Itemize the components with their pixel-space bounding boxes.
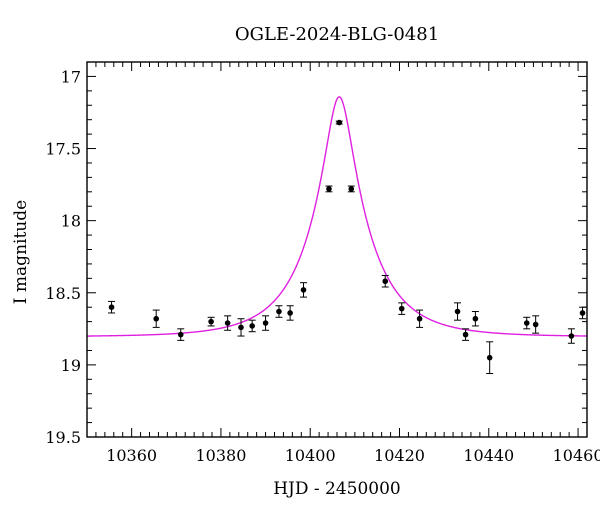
point-marker <box>153 315 159 322</box>
point-marker <box>238 324 244 331</box>
point-marker <box>276 308 282 315</box>
point-marker <box>287 310 293 316</box>
data-point <box>462 328 470 341</box>
point-marker <box>472 315 479 322</box>
point-marker <box>336 119 343 126</box>
axis-ticks <box>86 62 588 438</box>
point-marker <box>532 321 539 328</box>
point-marker <box>382 278 389 285</box>
point-marker <box>262 320 269 326</box>
y-axis-label: I magnitude <box>11 200 31 304</box>
point-marker <box>208 318 214 325</box>
point-marker <box>326 186 332 192</box>
data-point <box>532 315 540 334</box>
point-marker <box>486 354 493 361</box>
data-point <box>471 311 479 327</box>
point-marker <box>177 331 184 338</box>
y-tick-label: 17 <box>61 67 81 86</box>
axis-tick-labels: 10360 10380 10400 10420 10440 10460 17 17.5 18 18… <box>45 67 600 465</box>
x-tick-label: 10460 <box>553 446 600 465</box>
point-marker <box>249 323 255 329</box>
data-point <box>300 282 308 298</box>
data-point <box>335 119 343 126</box>
x-axis-label: HJD - 2450000 <box>273 479 401 499</box>
x-tick-label: 10360 <box>106 446 157 465</box>
x-tick-label: 10440 <box>463 446 514 465</box>
data-point <box>248 319 256 333</box>
y-tick-label: 17.5 <box>45 140 81 159</box>
y-tick-label: 18 <box>61 212 81 231</box>
data-point <box>224 315 232 331</box>
point-marker <box>523 320 530 326</box>
y-tick-label: 19.5 <box>45 428 81 447</box>
data-point <box>177 328 185 341</box>
data-point <box>567 328 575 344</box>
data-point <box>381 274 389 288</box>
data-point <box>454 302 462 321</box>
y-tick-label: 19 <box>61 356 81 375</box>
point-marker <box>454 308 461 315</box>
point-marker <box>568 333 575 339</box>
data-point <box>275 305 283 318</box>
data-point <box>152 309 160 328</box>
data-point <box>207 316 215 327</box>
x-tick-label: 10380 <box>195 446 246 465</box>
data-point <box>416 309 424 328</box>
y-tick-label: 18.5 <box>45 284 81 303</box>
data-point <box>286 305 294 321</box>
data-point <box>486 341 494 375</box>
data-point <box>108 300 116 314</box>
point-marker <box>462 331 469 338</box>
model-curve <box>87 96 587 337</box>
point-marker <box>224 320 231 326</box>
data-point <box>347 185 355 193</box>
data-point <box>579 306 587 320</box>
point-marker <box>416 315 423 322</box>
point-marker <box>108 304 115 310</box>
data-point <box>237 318 245 337</box>
x-tick-label: 10420 <box>374 446 425 465</box>
point-marker <box>398 305 405 312</box>
data-point <box>523 316 531 330</box>
point-marker <box>300 287 307 293</box>
data-point <box>398 302 406 315</box>
plot-frame <box>86 61 588 438</box>
x-tick-label: 10400 <box>285 446 336 465</box>
point-marker <box>348 186 355 192</box>
data-point <box>262 315 270 331</box>
chart-title: OGLE-2024-BLG-0481 <box>235 24 439 45</box>
data-points <box>108 119 587 375</box>
point-marker <box>579 310 586 316</box>
data-point <box>325 185 333 193</box>
